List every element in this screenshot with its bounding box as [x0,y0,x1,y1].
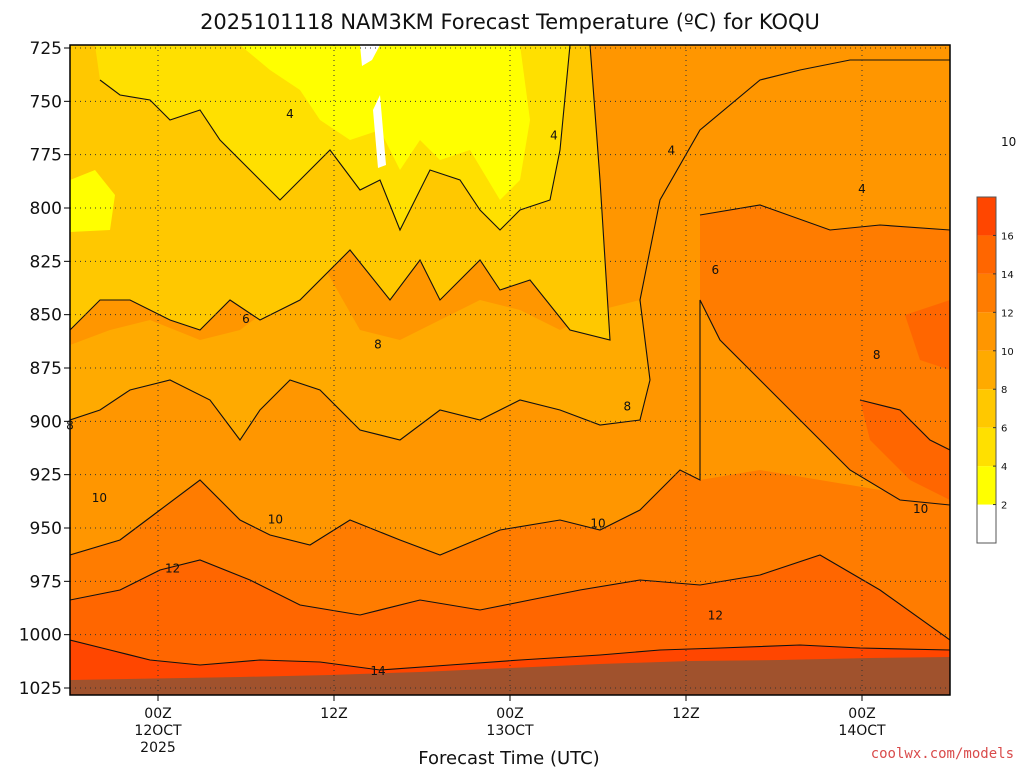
colorbar: 2 4 6 8 10 12 14 16 [976,196,1014,544]
contour-label: 10 [1001,135,1016,149]
contour-line-14-right [859,399,950,451]
credit-text: coolwx.com/models [871,746,1014,762]
y-tick-label: 850 [30,306,62,326]
contour-label: 12 [165,562,180,576]
contour-line-14 [70,639,950,671]
colorbar-band [977,389,996,428]
y-tick-label: 750 [30,92,62,112]
contour-labels: 4444666888881010101010101012121212121414… [66,107,1016,678]
x-axis-label: Forecast Time (UTC) [418,748,599,768]
contour-line-4 [99,45,571,232]
y-tick-label: 875 [30,359,62,379]
contour-label: 8 [873,348,881,362]
contour-label: 10 [268,512,283,526]
colorbar-frame [976,196,997,544]
contour-label: 8 [624,399,632,413]
x-tick-label: 00Z [496,706,523,722]
band-0-2 [240,45,530,200]
band-0-2-left [70,170,115,232]
x-tick-label: 12Z [672,706,699,722]
contour-label: 8 [374,338,382,352]
x-tick-label: 2025 [140,740,176,756]
y-axis-ticks: 725 750 775 800 825 850 875 900 925 950 975 1000 102… [19,39,70,699]
y-tick-label: 725 [30,39,62,59]
contour-label: 4 [668,143,676,157]
y-tick-label: 775 [30,146,62,166]
contour-label: 4 [858,182,866,196]
colorbar-label: 10 [1001,347,1014,358]
chart-title: 2025101118 NAM3KM Forecast Temperature (… [200,10,820,34]
plot-area [70,45,950,695]
colorbar-label: 14 [1001,270,1014,281]
y-tick-label: 925 [30,466,62,486]
contour-line-8 [70,59,950,441]
contour-label: 4 [286,107,294,121]
colorbar-label: 4 [1001,462,1007,473]
colorbar-label: 12 [1001,308,1014,319]
colorbar-band [977,350,996,390]
contour-line-12 [70,554,950,641]
x-tick-label: 12OCT [134,723,182,739]
colorbar-label: 6 [1001,424,1007,435]
band-6-8 [70,260,650,440]
contour-label: 6 [242,312,250,326]
contour-label: 10 [92,491,107,505]
x-tick-label: 12Z [320,706,347,722]
colorbar-band [977,235,996,274]
colorbar-band [977,427,996,467]
band-12-14-right [860,400,950,500]
y-tick-label: 825 [30,252,62,272]
colorbar-band [977,504,996,543]
contour-label: 12 [708,608,723,622]
contour-line-6 [70,45,611,341]
colorbar-label: 8 [1001,385,1007,396]
colorbar-label: 2 [1001,501,1007,512]
y-tick-label: 975 [30,572,62,592]
x-tick-label: 00Z [848,706,875,722]
colorbar-band [977,312,996,351]
x-tick-label: 13OCT [486,723,534,739]
y-tick-label: 1000 [19,626,62,646]
contour-label: 10 [590,517,605,531]
grid-lines [70,45,950,695]
y-tick-label: 800 [30,199,62,219]
x-tick-label: 14OCT [838,723,886,739]
band-below-0 [360,45,380,66]
band-below-0-narrow [373,95,386,168]
contour-line-10 [70,299,950,556]
contour-label: 8 [66,419,74,433]
contour-label: 4 [550,128,558,142]
x-tick-label: 00Z [144,706,171,722]
contour-label: 14 [370,664,385,678]
contour-label: 10 [913,502,928,516]
band-12-14-upper [905,300,950,370]
y-tick-label: 950 [30,519,62,539]
colorbar-band [977,197,996,236]
colorbar-band [977,273,996,313]
y-tick-label: 900 [30,412,62,432]
y-tick-label: 1025 [19,679,62,699]
colorbar-label: 16 [1001,231,1014,242]
colorbar-band [977,466,996,505]
contour-label: 6 [712,263,720,277]
